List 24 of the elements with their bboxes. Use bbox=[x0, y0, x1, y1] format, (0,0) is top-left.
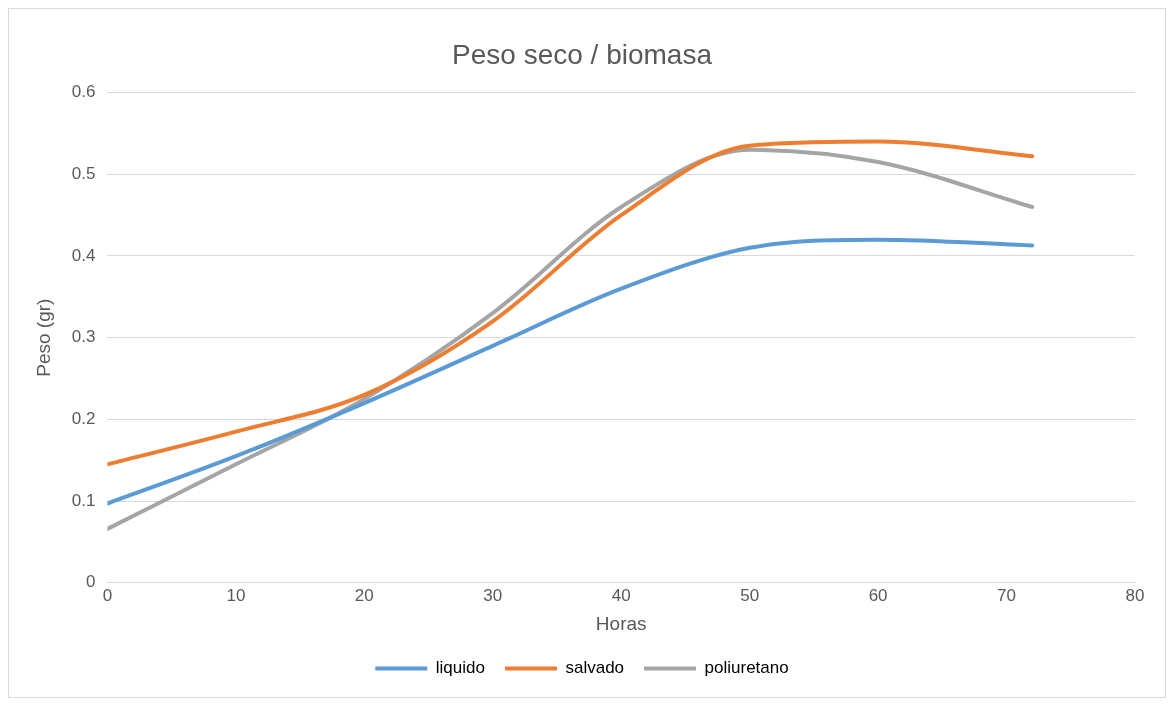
legend-label: salvado bbox=[565, 658, 625, 678]
y-axis-title: Peso (gr) bbox=[32, 298, 54, 377]
x-tick-label: 70 bbox=[997, 585, 1017, 605]
x-tick-label: 20 bbox=[354, 585, 374, 605]
y-tick-label: 0.2 bbox=[71, 409, 96, 429]
y-tick-label: 0 bbox=[85, 572, 96, 592]
chart-title: Peso seco / biomasa bbox=[452, 38, 713, 70]
y-tick-label: 0.3 bbox=[71, 327, 96, 347]
legend-label: liquido bbox=[435, 658, 485, 678]
y-tick-label: 0.6 bbox=[71, 82, 96, 102]
line-series bbox=[107, 237, 1035, 506]
x-tick-label: 10 bbox=[226, 585, 246, 605]
y-tick-label: 0.5 bbox=[71, 163, 96, 183]
y-tick-label: 0.4 bbox=[71, 245, 96, 265]
x-axis-title: Horas bbox=[595, 612, 647, 634]
x-tick-label: 50 bbox=[740, 585, 760, 605]
x-tick-label: 40 bbox=[611, 585, 631, 605]
x-tick-label: 80 bbox=[1125, 585, 1145, 605]
x-tick-label: 0 bbox=[102, 585, 113, 605]
x-tick-label: 30 bbox=[483, 585, 503, 605]
x-tick-label: 60 bbox=[868, 585, 888, 605]
line-series bbox=[107, 139, 1035, 467]
y-tick-label: 0.1 bbox=[71, 490, 96, 510]
legend-label: poliuretano bbox=[704, 658, 789, 678]
